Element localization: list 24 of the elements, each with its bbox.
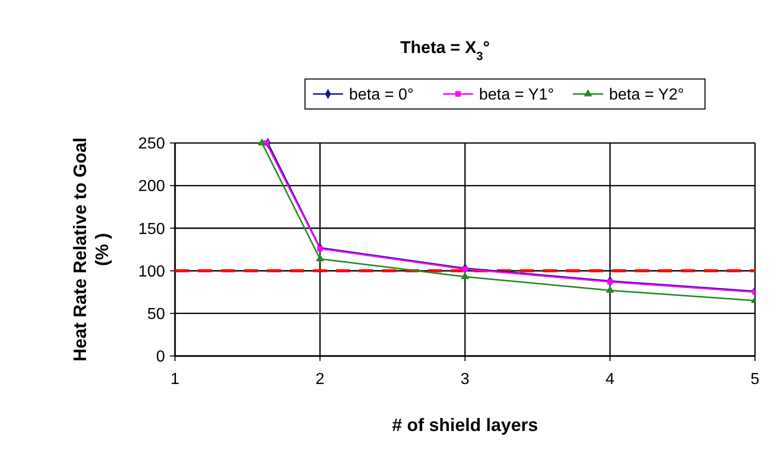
x-axis-title: # of shield layers [392,415,538,435]
x-tick-label: 2 [316,371,325,388]
legend-label: beta = 0° [349,86,414,104]
point [606,286,614,293]
point [460,272,470,280]
x-tick-label: 5 [750,371,760,388]
point [607,279,613,285]
point [462,266,468,272]
legend-label: beta = Y1° [479,86,554,104]
chart-title: Theta = X$_{3}$° [400,38,490,63]
point [258,138,266,146]
y-tick-label: 0 [156,348,166,366]
x-tick-label: 1 [170,371,180,388]
y-tick-label: 250 [138,136,166,153]
y-tick-label: 150 [138,220,166,238]
legend-label: beta = Y2° [609,86,684,104]
x-tick-label: 3 [460,371,470,388]
x-tick-label: 4 [606,371,615,388]
point [317,246,323,252]
y-tick-label: 50 [147,306,166,323]
y-tick-label: 200 [138,178,166,196]
y-axis-title: Heat Rate Relative to Goal (% ) [70,137,112,362]
y-tick-label: 100 [138,263,166,280]
point [316,254,324,262]
